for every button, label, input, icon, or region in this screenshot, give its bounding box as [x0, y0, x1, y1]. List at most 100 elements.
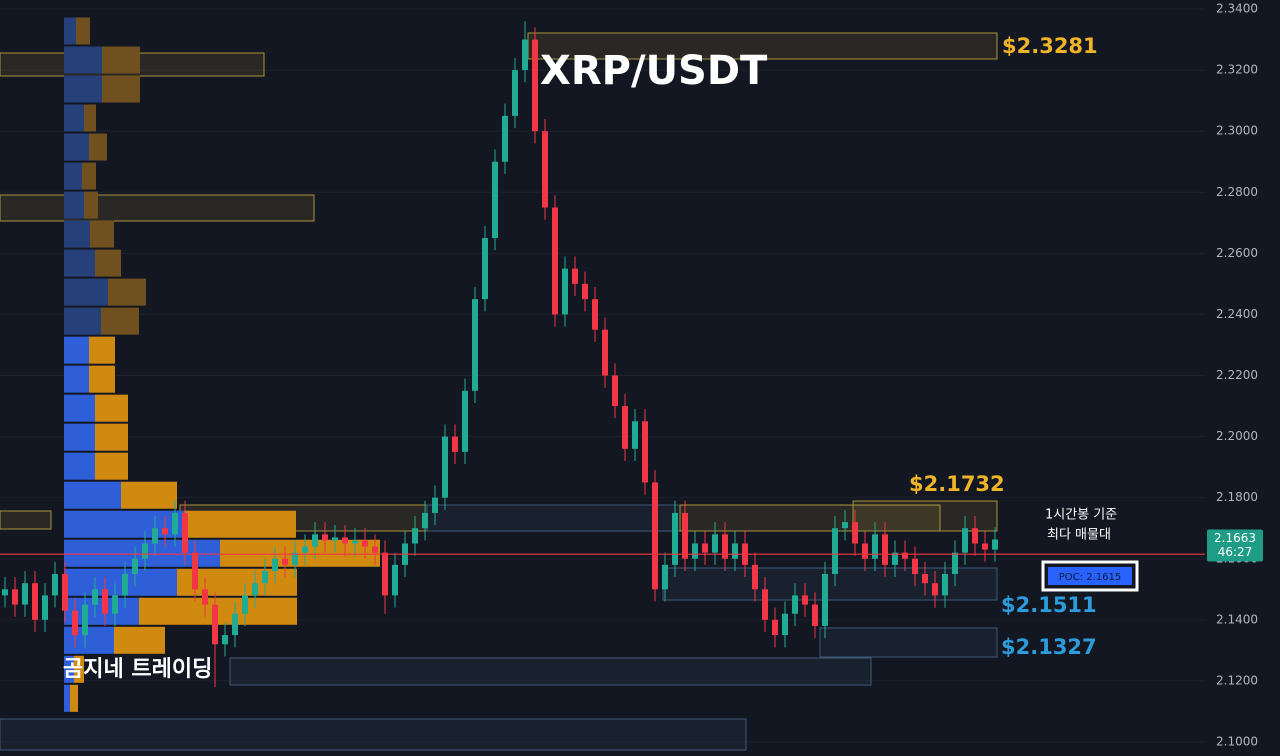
note: 1시간봉 기준 [1045, 508, 1117, 523]
candle-body [862, 543, 868, 559]
candle-body [822, 574, 828, 626]
profile-sell [95, 452, 128, 480]
candle-body [902, 552, 908, 559]
candle-body [112, 595, 118, 614]
candle-body [762, 589, 768, 620]
candles [2, 21, 998, 688]
level-label: $2.3281 [1002, 34, 1098, 58]
profile-buy [64, 481, 121, 509]
candle-body [272, 558, 278, 571]
candle-body [892, 552, 898, 565]
candle-body [852, 522, 858, 544]
candle-body [392, 564, 398, 596]
candle-body [422, 512, 428, 529]
profile-buy [64, 423, 95, 451]
note: 최다 매물대 [1047, 528, 1111, 543]
candle-body [32, 583, 38, 620]
last-price-badge [1207, 529, 1263, 562]
candle-body [482, 238, 488, 300]
candle-body [372, 546, 378, 553]
profile-sell [90, 220, 114, 248]
profile-buy [64, 191, 84, 219]
profile-sell [102, 75, 140, 103]
candle-body [102, 589, 108, 614]
countdown: 46:27 [1218, 545, 1253, 559]
candle-body [842, 522, 848, 529]
candle-body [72, 610, 78, 636]
poc-badge [1048, 567, 1132, 585]
candle-body [832, 528, 838, 575]
candle-body [452, 436, 458, 452]
profile-sell [102, 46, 140, 74]
candle-body [12, 589, 18, 605]
profile-buy [64, 307, 101, 335]
candle-body [312, 534, 318, 547]
candle-body [752, 564, 758, 590]
candle-body [602, 329, 608, 376]
y-tick-label: 2.2800 [1216, 185, 1258, 199]
candle-body [62, 574, 68, 611]
profile-buy [64, 220, 90, 248]
candle-body [322, 534, 328, 541]
candle-body [2, 589, 8, 596]
last-price: 2.1663 [1214, 531, 1256, 545]
support-zone [662, 567, 998, 601]
y-tick-label: 2.1000 [1216, 735, 1258, 749]
poc-frame [1041, 560, 1139, 592]
resistance-zone [527, 32, 998, 60]
candle-body [472, 299, 478, 391]
y-tick-label: 2.2200 [1216, 368, 1258, 382]
profile-sell [220, 539, 380, 567]
profile-sell [95, 249, 121, 277]
support-zone [229, 657, 872, 686]
candle-body [22, 583, 28, 605]
candle-body [802, 595, 808, 605]
candle-body [92, 589, 98, 605]
candle-body [662, 564, 668, 590]
y-tick-label: 2.3000 [1216, 124, 1258, 138]
candle-body [992, 539, 998, 550]
profile-buy [64, 568, 177, 596]
candle-body [132, 558, 138, 575]
candle-body [672, 512, 678, 565]
profile-buy [64, 684, 70, 712]
candle-body [362, 540, 368, 547]
profile-buy [64, 452, 95, 480]
candle-body [622, 406, 628, 449]
chart-title: XRP/USDT [540, 48, 768, 94]
candle-body [792, 595, 798, 614]
candle-body [252, 583, 258, 596]
candle-body [532, 39, 538, 132]
level-label: $2.1511 [1001, 593, 1097, 617]
profile-sell [95, 394, 128, 422]
y-tick-label: 2.2000 [1216, 429, 1258, 443]
candle-body [962, 528, 968, 553]
candle-body [592, 299, 598, 330]
candle-body [52, 574, 58, 596]
resistance-zone [0, 194, 315, 222]
candle-body [942, 574, 948, 596]
candle-body [872, 534, 878, 559]
profile-buy [64, 133, 89, 161]
price-axis [1205, 0, 1280, 756]
profile-buy [64, 365, 89, 393]
price-axis-labels: 2.10002.12002.14002.16002.18002.20002.22… [1207, 2, 1263, 749]
candle-body [712, 534, 718, 553]
candle-body [512, 70, 518, 116]
level-label: $2.1327 [1001, 635, 1097, 659]
candle-body [812, 604, 818, 626]
y-tick-label: 2.1800 [1216, 490, 1258, 504]
candle-body [562, 268, 568, 315]
profile-sell [76, 17, 90, 45]
candle-body [542, 131, 548, 208]
profile-sell [84, 191, 98, 219]
profile-sell [184, 510, 296, 538]
candle-body [182, 512, 188, 553]
candle-body [722, 534, 728, 559]
candle-body [502, 115, 508, 162]
candle-body [352, 540, 358, 544]
support-zone [426, 504, 681, 532]
candle-body [162, 528, 168, 535]
profile-buy [64, 46, 102, 74]
